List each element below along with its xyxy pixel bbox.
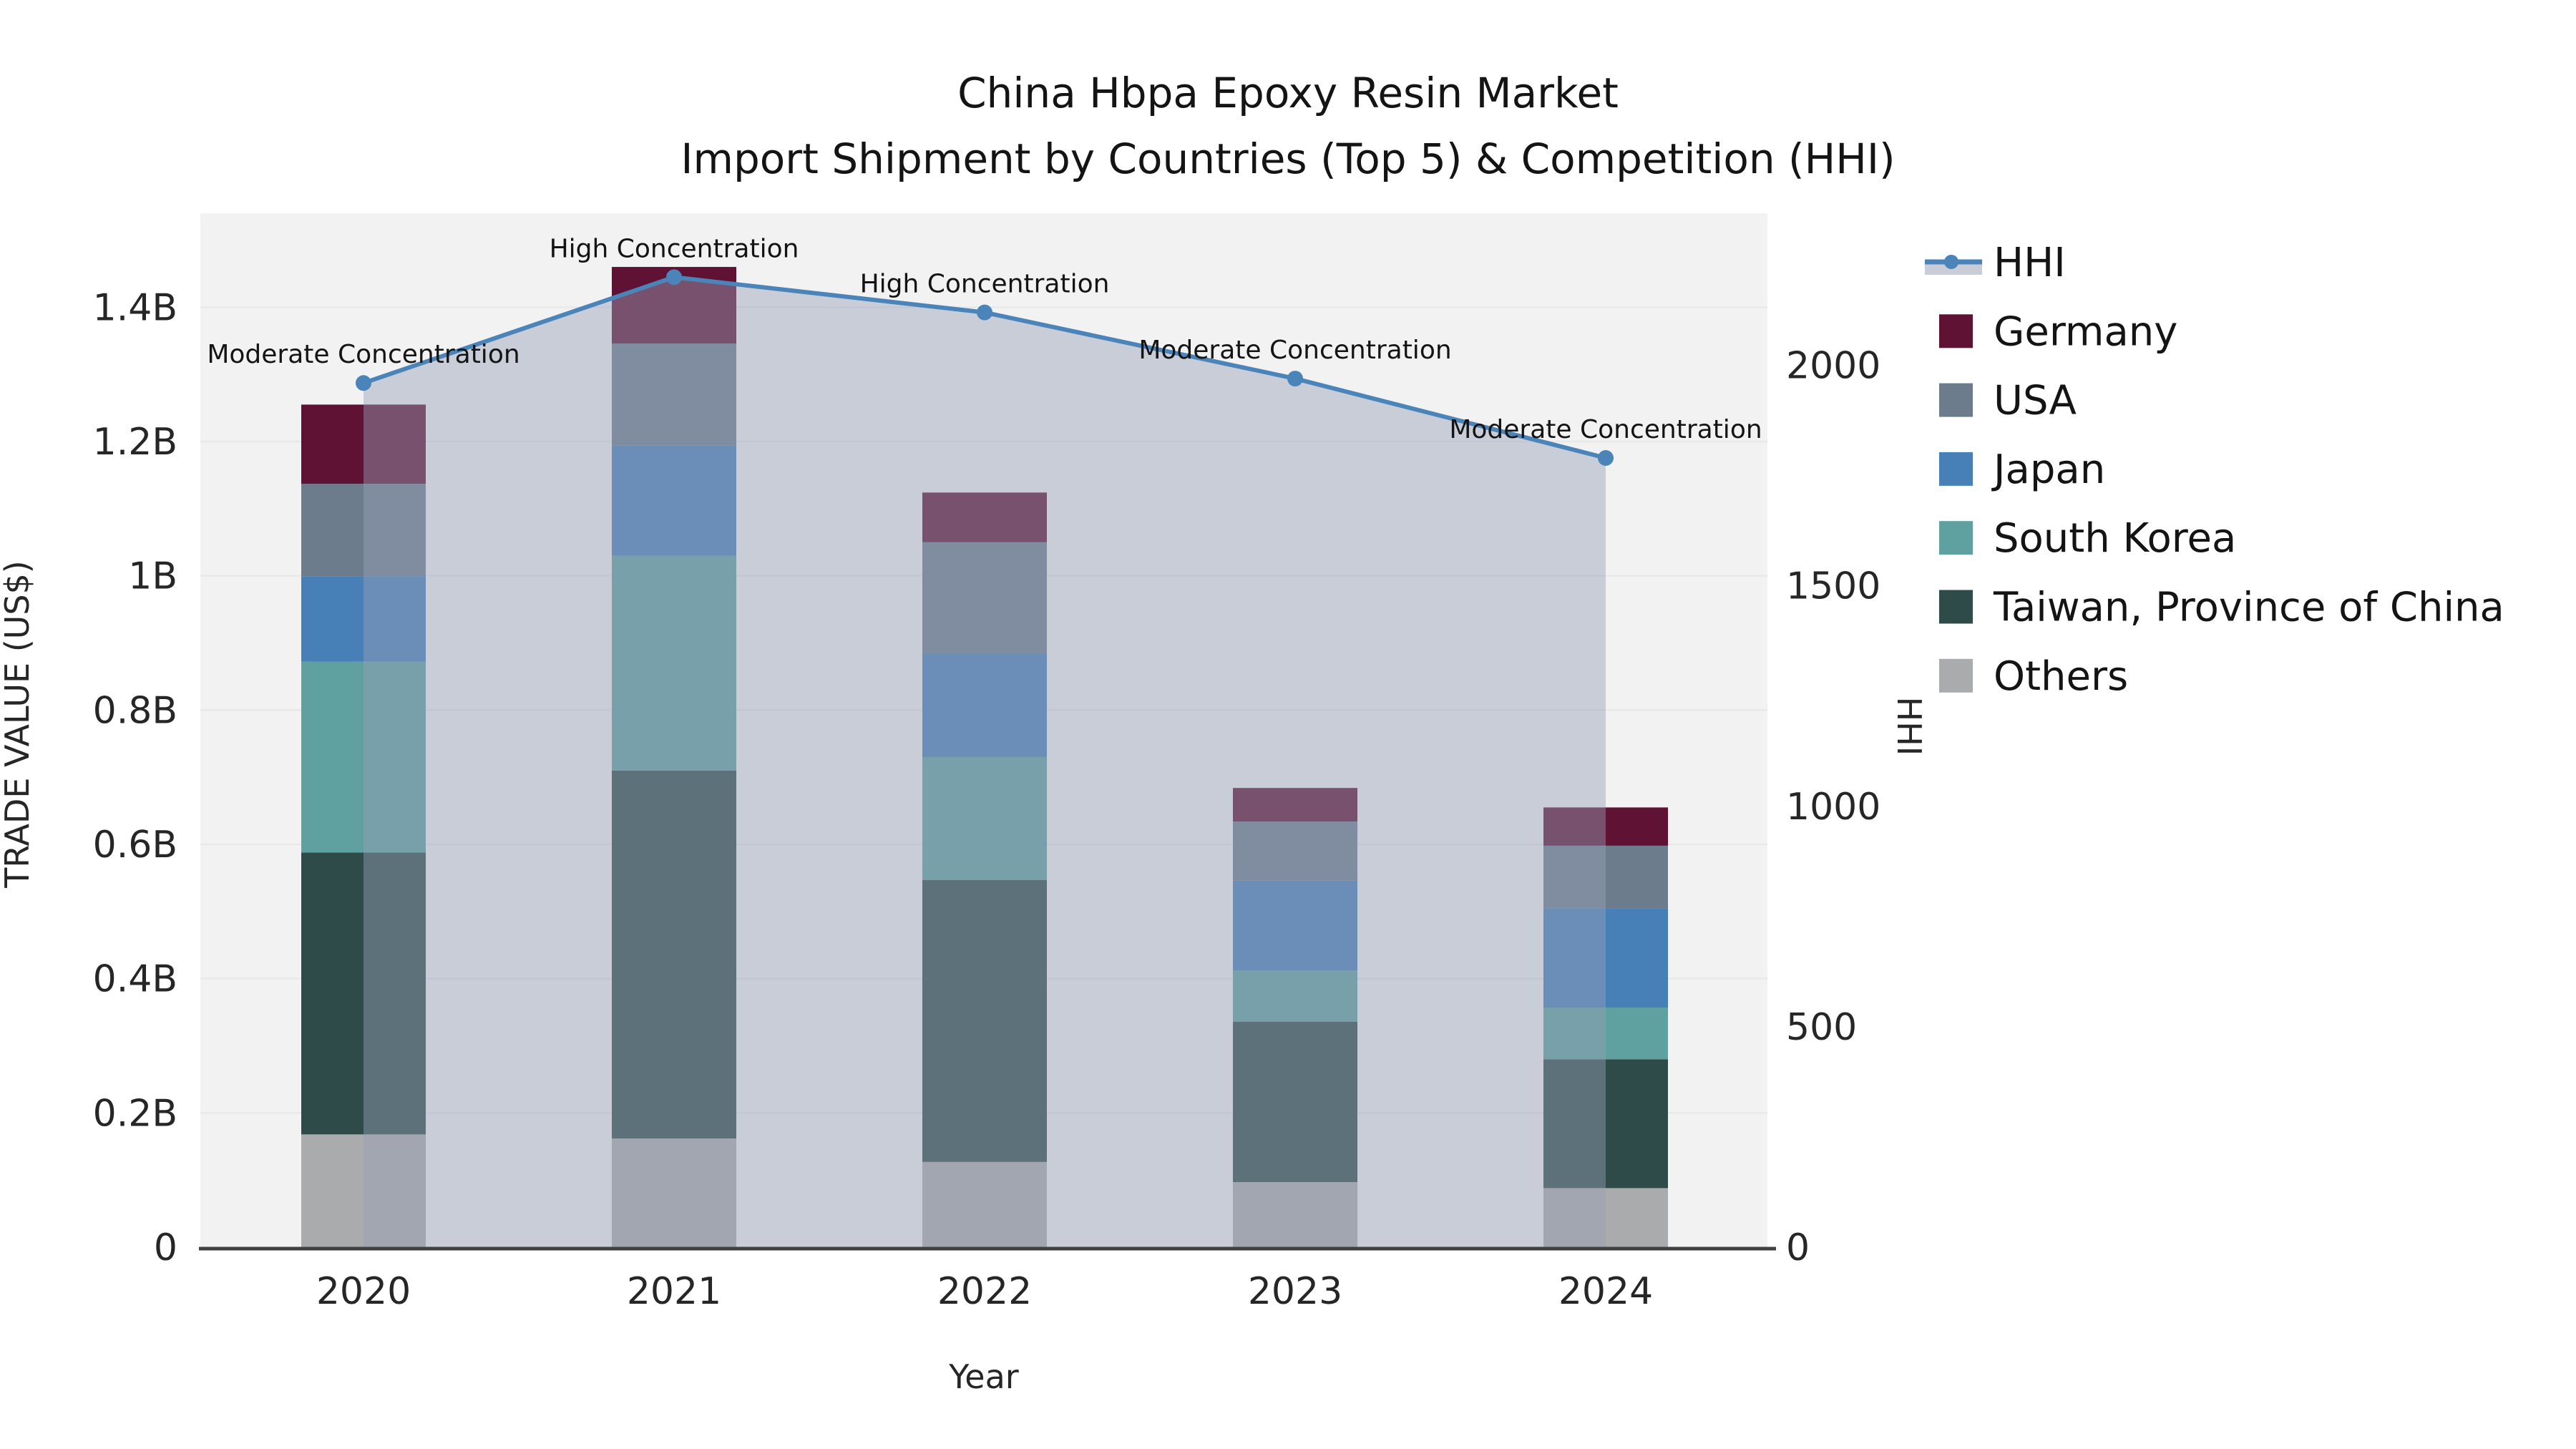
y-right-tick-500: 500 xyxy=(1786,1006,1857,1049)
y-left-tick-1-4b: 1.4B xyxy=(93,286,177,329)
legend-item-japan[interactable]: Japan xyxy=(1939,447,2105,493)
hhi-marker-2022[interactable] xyxy=(977,304,992,321)
legend-item-germany[interactable]: Germany xyxy=(1939,308,2177,355)
hhi-marker-2020[interactable] xyxy=(356,375,371,391)
bar-segment-2020-usa[interactable] xyxy=(301,484,426,577)
legend-label-germany: Germany xyxy=(1994,308,2177,355)
plot-layer: Moderate Concentration High Concentration… xyxy=(93,213,1880,1313)
bar-segment-2023-taiwan-province-of-china[interactable] xyxy=(1233,1021,1357,1182)
x-tick-2024: 2024 xyxy=(1558,1270,1653,1313)
bar-segment-2023-usa[interactable] xyxy=(1233,821,1357,881)
legend-label-south-korea: South Korea xyxy=(1994,515,2236,562)
chart-title-line2: Import Shipment by Countries (Top 5) & C… xyxy=(680,135,1895,183)
legend-item-hhi[interactable]: HHI xyxy=(1925,240,2066,286)
y-right-tick-0: 0 xyxy=(1786,1226,1810,1269)
bar-segment-2021-taiwan-province-of-china[interactable] xyxy=(612,770,736,1138)
y-right-tick-1500: 1500 xyxy=(1786,565,1880,608)
bar-segment-2020-germany[interactable] xyxy=(301,404,426,484)
bar-segment-2022-germany[interactable] xyxy=(922,492,1047,542)
annotation-2020: Moderate Concentration xyxy=(207,340,519,369)
bar-segment-2022-usa[interactable] xyxy=(922,542,1047,654)
legend-item-taiwan-province-of-china[interactable]: Taiwan, Province of China xyxy=(1939,585,2504,631)
legend-swatch-japan xyxy=(1939,452,1973,486)
hhi-marker-2021[interactable] xyxy=(666,269,682,286)
legend-swatch-germany xyxy=(1939,314,1973,348)
y-left-tick-1b: 1B xyxy=(128,555,177,598)
legend-label-japan: Japan xyxy=(1991,447,2105,493)
legend-item-south-korea[interactable]: South Korea xyxy=(1939,515,2236,562)
bar-segment-2021-south-korea[interactable] xyxy=(612,555,736,771)
bar-segment-2023-japan[interactable] xyxy=(1233,880,1357,971)
legend-label-taiwan-province-of-china: Taiwan, Province of China xyxy=(1993,585,2504,631)
bar-segment-2021-usa[interactable] xyxy=(612,343,736,446)
bar-segment-2022-others[interactable] xyxy=(922,1161,1047,1247)
annotation-2024: Moderate Concentration xyxy=(1449,415,1762,444)
bar-segment-2020-taiwan-province-of-china[interactable] xyxy=(301,852,426,1135)
bar-segment-2022-taiwan-province-of-china[interactable] xyxy=(922,879,1047,1162)
x-tick-2022: 2022 xyxy=(937,1270,1032,1313)
hhi-marker-swatch xyxy=(1944,255,1958,269)
legend-label-hhi: HHI xyxy=(1994,240,2066,286)
legend-swatch-usa xyxy=(1939,383,1973,417)
hhi-marker-2023[interactable] xyxy=(1287,371,1303,387)
bar-segment-2024-taiwan-province-of-china[interactable] xyxy=(1543,1059,1668,1189)
y-left-tick-0: 0 xyxy=(154,1226,177,1269)
y-right-tick-1000: 1000 xyxy=(1786,786,1880,829)
chart-title-line1: China Hbpa Epoxy Resin Market xyxy=(957,69,1619,117)
y-left-tick-1-2b: 1.2B xyxy=(93,421,177,464)
annotation-2022: High Concentration xyxy=(860,270,1110,299)
legend-label-usa: USA xyxy=(1994,378,2077,424)
bar-segment-2024-usa[interactable] xyxy=(1543,845,1668,909)
y-left-tick-0-6b: 0.6B xyxy=(93,824,177,867)
bar-segment-2021-others[interactable] xyxy=(612,1138,736,1247)
bar-segment-2020-japan[interactable] xyxy=(301,576,426,662)
y-left-tick-0-8b: 0.8B xyxy=(93,689,177,732)
legend-item-others[interactable]: Others xyxy=(1939,653,2128,700)
bar-segment-2024-others[interactable] xyxy=(1543,1188,1668,1247)
bar-segment-2024-japan[interactable] xyxy=(1543,908,1668,1008)
hhi-area-fill xyxy=(364,277,1606,1248)
bar-segment-2024-south-korea[interactable] xyxy=(1543,1008,1668,1060)
annotation-2023: Moderate Concentration xyxy=(1138,336,1451,365)
bar-segment-2024-germany[interactable] xyxy=(1543,807,1668,846)
legend-item-usa[interactable]: USA xyxy=(1939,378,2077,424)
bar-segment-2022-japan[interactable] xyxy=(922,653,1047,758)
x-tick-2021: 2021 xyxy=(627,1270,721,1313)
bar-segment-2020-south-korea[interactable] xyxy=(301,661,426,853)
legend: HHI Germany USA Japan South Korea Taiwan, Pro… xyxy=(1925,240,2504,700)
bar-segment-2023-others[interactable] xyxy=(1233,1181,1357,1247)
bar-segment-2020-others[interactable] xyxy=(301,1134,426,1247)
x-tick-2023: 2023 xyxy=(1248,1270,1342,1313)
legend-label-others: Others xyxy=(1994,653,2128,700)
legend-swatch-others xyxy=(1939,658,1973,693)
y-left-tick-0-4b: 0.4B xyxy=(93,958,177,1001)
bar-segment-2023-south-korea[interactable] xyxy=(1233,970,1357,1022)
x-tick-2020: 2020 xyxy=(316,1270,411,1313)
bar-segment-2021-japan[interactable] xyxy=(612,445,736,556)
y-left-axis-title: TRADE VALUE (US$) xyxy=(0,560,36,888)
bar-segment-2022-south-korea[interactable] xyxy=(922,757,1047,880)
annotation-2021: High Concentration xyxy=(550,234,799,263)
y-right-axis-title: HHI xyxy=(1890,697,1928,756)
legend-swatch-taiwan-province-of-china xyxy=(1939,590,1973,624)
legend-swatch-south-korea xyxy=(1939,521,1973,555)
bar-segment-2023-germany[interactable] xyxy=(1233,788,1357,822)
y-left-tick-0-2b: 0.2B xyxy=(93,1092,177,1135)
y-right-tick-2000: 2000 xyxy=(1786,345,1880,388)
x-axis-title: Year xyxy=(948,1357,1018,1396)
hhi-marker-2024[interactable] xyxy=(1598,449,1614,466)
